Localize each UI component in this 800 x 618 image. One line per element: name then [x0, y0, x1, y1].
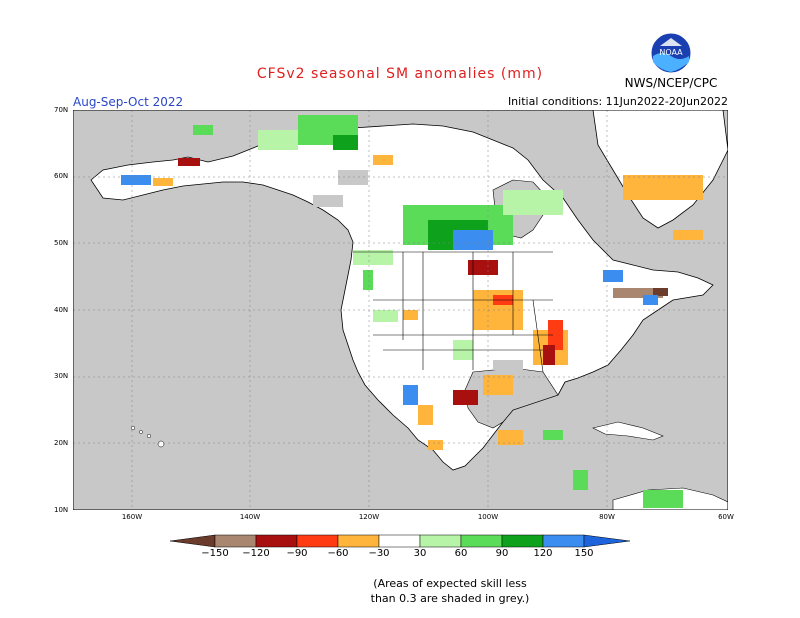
lat-label: 30N	[54, 372, 69, 380]
colorbar-tick: 60	[454, 548, 468, 559]
lon-label: 140W	[239, 513, 261, 521]
colorbar-tick: 120	[533, 548, 553, 559]
season-label: Aug-Sep-Oct 2022	[73, 95, 184, 109]
colorbar-tick: −150	[201, 548, 229, 559]
colorbar	[170, 534, 630, 548]
lon-label: 60W	[718, 513, 734, 521]
lat-label: 20N	[54, 439, 69, 447]
colorbar-tick: −30	[368, 548, 390, 559]
colorbar-tick: 30	[413, 548, 427, 559]
state-borders	[353, 251, 553, 373]
lat-label: 60N	[54, 172, 69, 180]
lon-label: 80W	[599, 513, 615, 521]
anomaly-map	[73, 110, 728, 510]
skill-note-line: (Areas of expected skill less	[373, 577, 527, 590]
skill-note: (Areas of expected skill less than 0.3 a…	[300, 576, 600, 606]
lat-label: 10N	[54, 506, 69, 514]
initial-conditions-label: Initial conditions: 11Jun2022-20Jun2022	[507, 95, 728, 108]
noaa-logo: NOAA	[650, 32, 692, 74]
skill-note-line: than 0.3 are shaded in grey.)	[370, 592, 530, 605]
colorbar-high-arrow	[583, 534, 630, 548]
graticule	[73, 110, 728, 510]
colorbar-tick: −90	[286, 548, 308, 559]
lon-label: 120W	[358, 513, 380, 521]
lat-label: 40N	[54, 306, 69, 314]
lat-label: 50N	[54, 239, 69, 247]
lon-label: 100W	[477, 513, 499, 521]
colorbar-low-arrow	[170, 534, 216, 548]
colorbar-tick: 150	[574, 548, 594, 559]
org-label: NWS/NCEP/CPC	[624, 76, 718, 90]
colorbar-tick: 90	[495, 548, 509, 559]
hawaii-islands	[130, 425, 165, 448]
map-title: CFSv2 seasonal SM anomalies (mm)	[256, 66, 544, 82]
lat-label: 70N	[54, 106, 69, 114]
anomaly-cells	[121, 115, 703, 508]
lon-label: 160W	[121, 513, 143, 521]
cuba	[592, 421, 664, 441]
svg-text:NOAA: NOAA	[659, 48, 683, 57]
colorbar-tick: −120	[242, 548, 270, 559]
colorbar-tick: −60	[327, 548, 349, 559]
